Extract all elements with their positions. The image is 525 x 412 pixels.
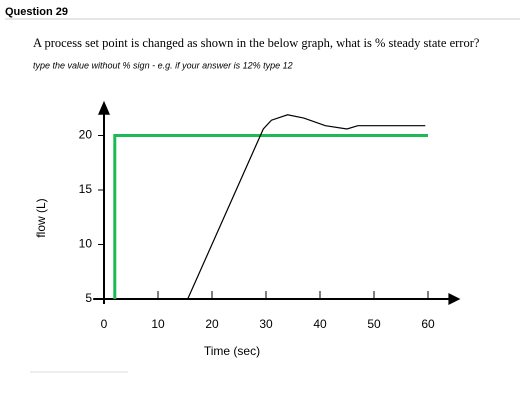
x-tick-label: 30 xyxy=(259,317,273,331)
question-title: Question 29 xyxy=(5,6,68,18)
chart: flow (L) Time (sec) 5 10 15 20 0 10 20 30 40 50 60 xyxy=(34,100,461,358)
y-tick-label: 5 xyxy=(85,291,92,305)
y-tick-label: 10 xyxy=(79,237,93,251)
instruction: type the value without % sign - e.g. if … xyxy=(33,60,293,70)
x-tick-label: 20 xyxy=(205,317,219,331)
y-tick-label: 15 xyxy=(79,182,93,196)
x-axis-arrow xyxy=(448,293,461,305)
x-tick-label: 40 xyxy=(313,317,327,331)
x-tick-label: 60 xyxy=(421,317,435,331)
series-line xyxy=(187,114,426,300)
y-axis-arrow xyxy=(98,100,110,115)
x-axis-title: Time (sec) xyxy=(204,344,260,358)
x-tick-label: 0 xyxy=(101,317,108,331)
x-tick-label: 10 xyxy=(151,317,165,331)
question-text: A process set point is changed as shown … xyxy=(33,36,480,50)
x-tick-label: 50 xyxy=(367,317,381,331)
y-axis-title: flow (L) xyxy=(34,198,48,237)
y-tick-label: 20 xyxy=(79,128,93,142)
series-line xyxy=(113,134,428,299)
